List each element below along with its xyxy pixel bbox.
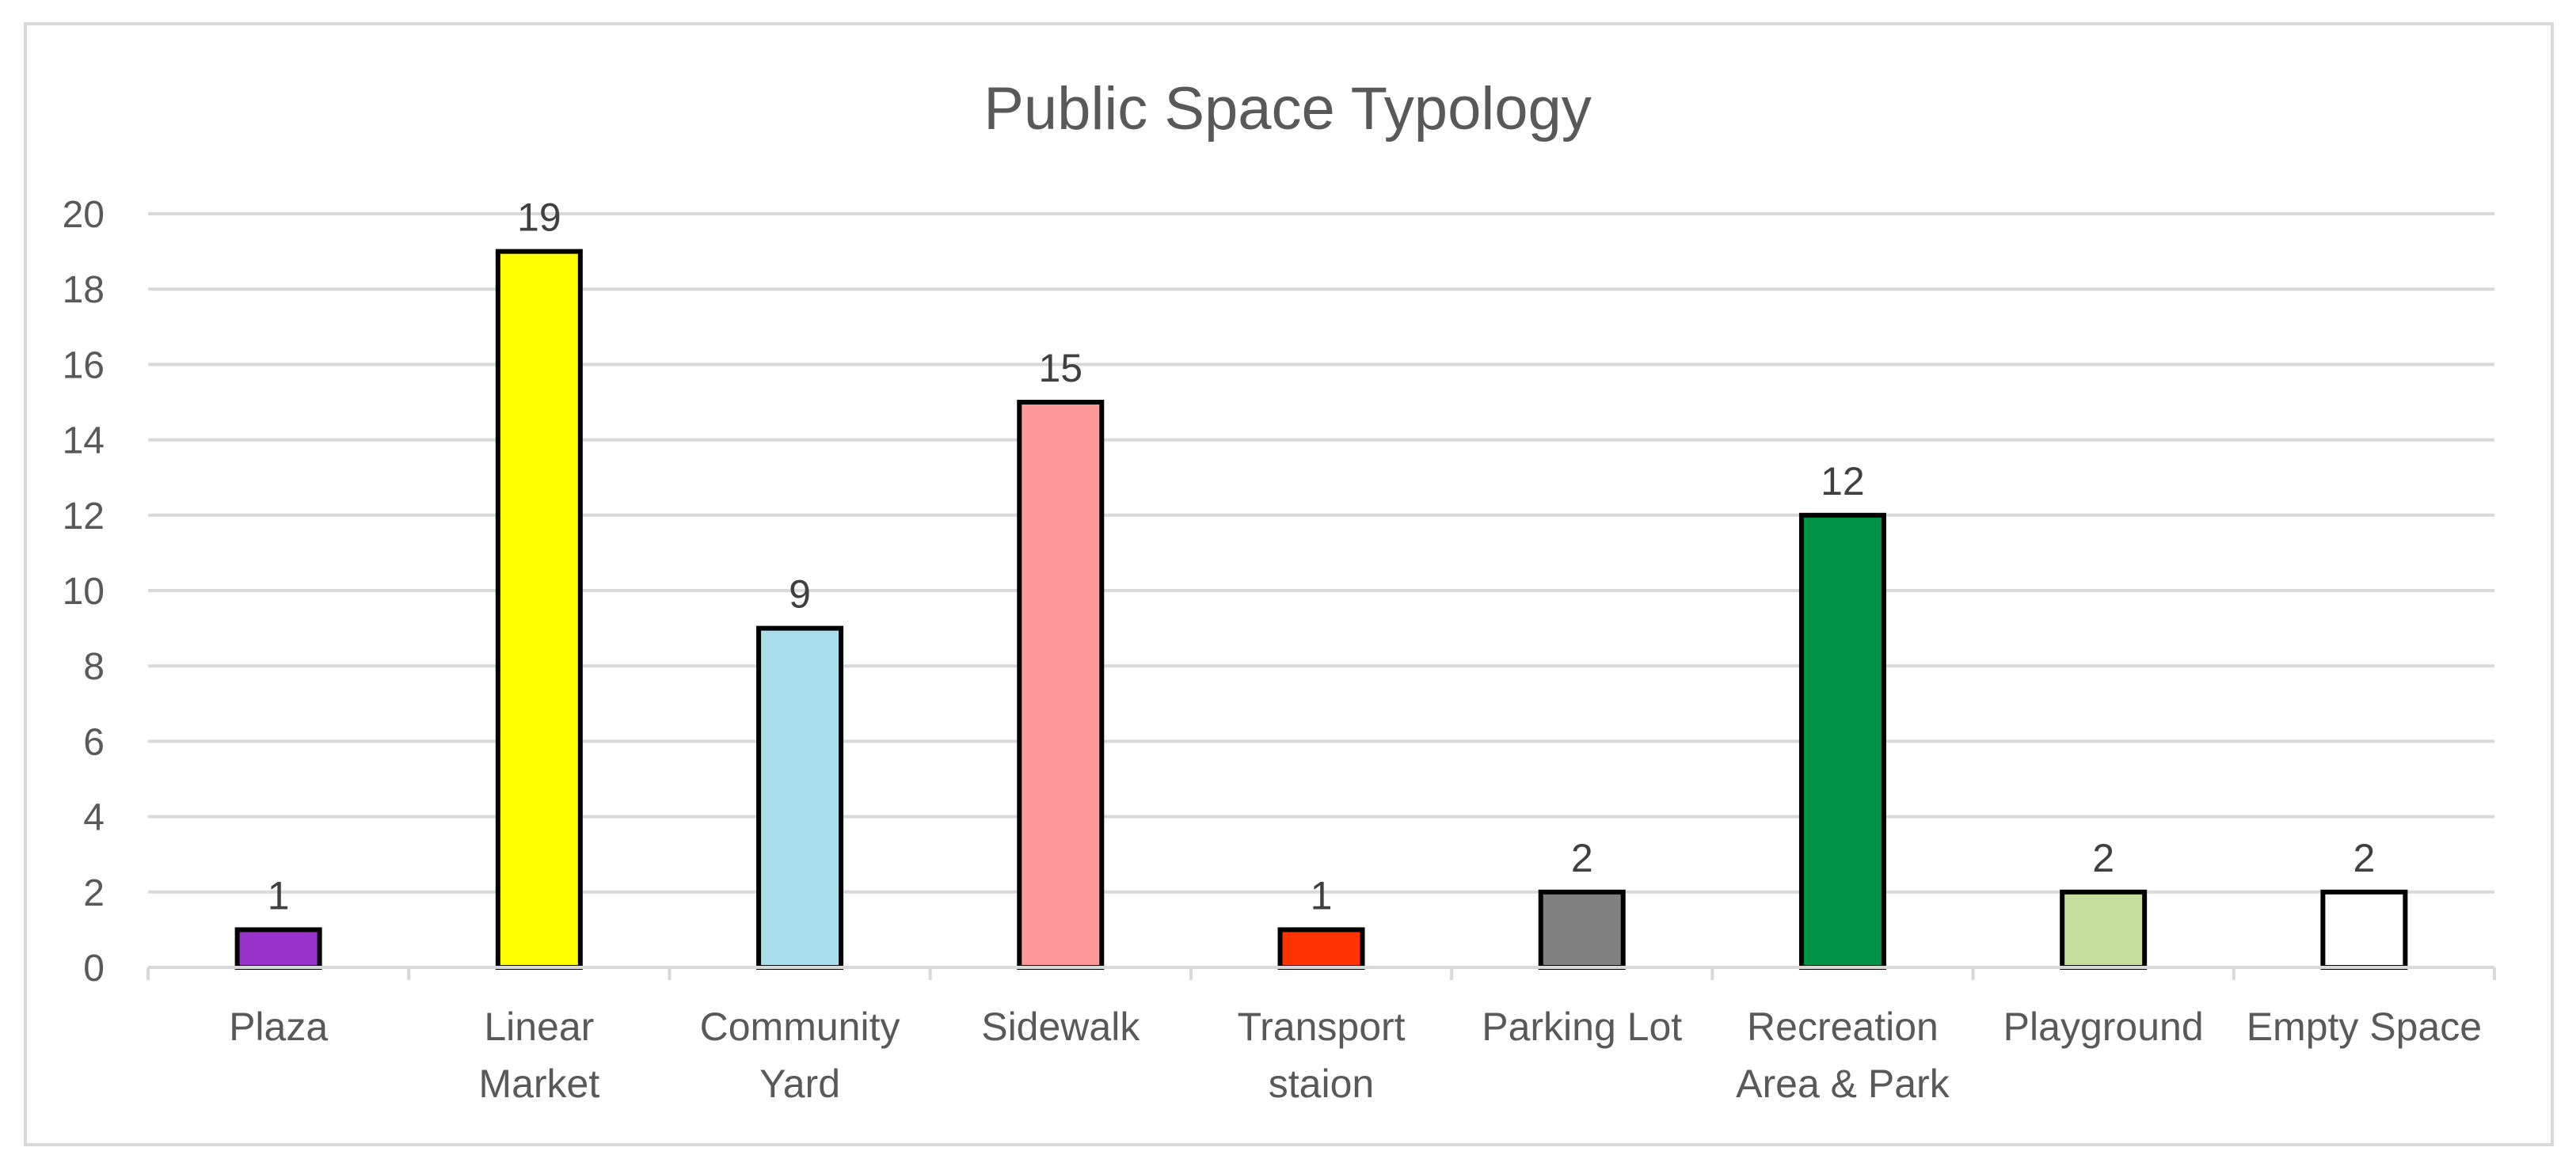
y-tick-label: 4	[83, 797, 105, 839]
chart-border	[24, 22, 2554, 1146]
y-tick-label: 20	[63, 194, 105, 236]
category-label: Playground	[2003, 1005, 2204, 1049]
category-label: Parking Lot	[1482, 1005, 1682, 1049]
category-label: Recreation Area & Park	[1736, 1005, 1950, 1106]
category-label-line: Playground	[2003, 1005, 2204, 1049]
y-tick-label: 14	[63, 420, 105, 462]
category-label-line: Transport	[1237, 1005, 1405, 1049]
y-tick-label: 16	[63, 344, 105, 386]
category-label-line: Area & Park	[1736, 1062, 1950, 1106]
y-tick-label: 10	[63, 571, 105, 613]
category-label-line: Linear	[484, 1005, 594, 1049]
category-label: Transport staion	[1237, 1005, 1405, 1106]
x-axis	[146, 966, 2496, 980]
category-label: Community Yard	[700, 1005, 900, 1106]
y-axis-tick-labels: 0 2 4 6 8 10 12 14 16 18 20	[63, 194, 105, 990]
category-label-line: Parking Lot	[1482, 1005, 1682, 1049]
y-tick-label: 0	[83, 948, 105, 990]
data-label: 1	[1311, 873, 1333, 918]
category-label: Plaza	[229, 1005, 328, 1049]
data-label: 2	[2092, 836, 2114, 880]
y-tick-label: 8	[83, 646, 105, 688]
category-label: Empty Space	[2247, 1005, 2482, 1049]
data-label: 15	[1038, 346, 1083, 390]
chart-title: Public Space Typology	[984, 75, 1592, 142]
bar	[2320, 889, 2408, 971]
y-tick-label: 2	[83, 872, 105, 914]
category-label-line: Yard	[759, 1062, 840, 1106]
category-label-line: Market	[478, 1062, 599, 1106]
data-label: 19	[517, 196, 561, 240]
bar	[234, 927, 322, 971]
category-label-line: Empty Space	[2247, 1005, 2482, 1049]
y-tick-label: 12	[63, 496, 105, 538]
bar	[495, 249, 583, 971]
y-tick-label: 18	[63, 269, 105, 311]
category-label-line: Community	[700, 1005, 900, 1049]
data-label: 2	[1571, 836, 1593, 880]
bar	[2060, 889, 2148, 971]
bar	[1538, 889, 1626, 971]
category-label-line: staion	[1269, 1062, 1374, 1106]
category-label: Sidewalk	[981, 1005, 1140, 1049]
y-tick-label: 6	[83, 721, 105, 763]
bar	[1798, 512, 1886, 970]
bar	[756, 625, 844, 970]
x-axis-category-labels: Plaza Linear Market Community Yard Sidewalk Tr…	[229, 1005, 2482, 1106]
data-label: 1	[268, 873, 290, 918]
bar	[1277, 927, 1365, 971]
data-label: 12	[1821, 459, 1865, 503]
category-label-line: Plaza	[229, 1005, 328, 1049]
category-label: Linear Market	[478, 1005, 599, 1106]
category-label-line: Recreation	[1747, 1005, 1939, 1049]
data-label: 9	[789, 572, 811, 617]
category-label-line: Sidewalk	[981, 1005, 1140, 1049]
bar	[1017, 400, 1105, 970]
data-label: 2	[2353, 836, 2375, 880]
